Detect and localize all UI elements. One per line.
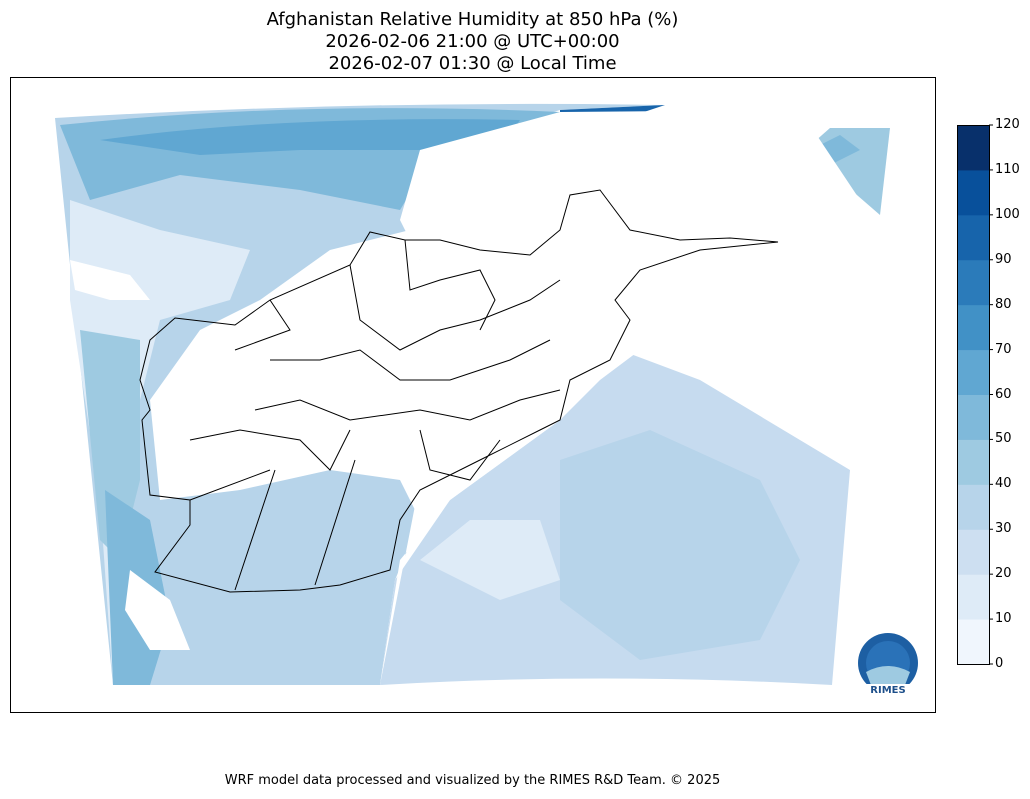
title-line-3: 2026-02-07 01:30 @ Local Time — [328, 53, 617, 74]
colorbar-tick-label: 40 — [995, 476, 1012, 492]
colorbar-tick-label: 0 — [995, 656, 1004, 671]
colorbar-tick-label: 90 — [995, 251, 1012, 267]
colorbar — [957, 124, 993, 665]
colorbar-segment — [957, 619, 989, 665]
colorbar-tick-label: 30 — [995, 521, 1012, 537]
colorbar-segment — [957, 349, 989, 395]
colorbar-segment — [957, 214, 989, 261]
title-line-2: 2026-02-06 21:00 @ UTC+00:00 — [325, 31, 620, 52]
title-line-1: Afghanistan Relative Humidity at 850 hPa… — [266, 9, 679, 30]
colorbar-tick-label: 70 — [995, 341, 1012, 357]
colorbar-tick-label: 10 — [995, 611, 1012, 627]
logo-text: RIMES — [870, 685, 906, 696]
colorbar-tick-label: 100 — [995, 206, 1020, 222]
colorbar-tick-label: 120 — [995, 117, 1020, 132]
humidity-field — [55, 103, 890, 686]
colorbar-segment — [957, 169, 989, 216]
afghanistan-boundary — [139, 189, 779, 593]
colorbar-tick-label: 110 — [995, 161, 1020, 177]
footer-credit: WRF model data processed and visualized … — [224, 773, 721, 788]
colorbar-segment — [957, 439, 989, 485]
colorbar-tick-label: 60 — [995, 386, 1012, 402]
rimes-logo — [858, 633, 918, 698]
colorbar-segment — [957, 394, 989, 440]
colorbar-segment — [957, 304, 989, 351]
colorbar-tick-label: 80 — [995, 296, 1012, 312]
colorbar-segment — [957, 259, 989, 306]
colorbar-segment — [957, 529, 989, 575]
colorbar-segment — [957, 484, 989, 530]
colorbar-segment — [957, 574, 989, 620]
colorbar-tick-label: 50 — [995, 431, 1012, 447]
colorbar-tick-label: 20 — [995, 566, 1012, 582]
colorbar-segment — [957, 125, 989, 171]
